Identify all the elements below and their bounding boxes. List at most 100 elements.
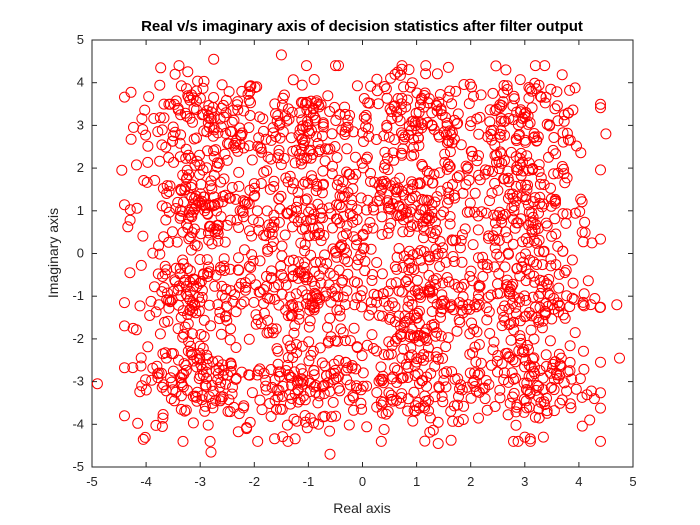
data-point (595, 98, 606, 110)
data-point (331, 251, 343, 263)
data-point (248, 190, 260, 202)
data-point (147, 362, 159, 374)
data-point (546, 313, 558, 325)
data-point (394, 115, 406, 127)
data-point (350, 363, 362, 375)
data-point (287, 352, 299, 363)
data-point (236, 366, 248, 378)
data-point (508, 200, 520, 212)
data-point (201, 373, 213, 384)
data-point (273, 216, 285, 228)
x-tick-label: 1 (413, 474, 420, 489)
data-point (414, 178, 426, 190)
data-point (263, 219, 275, 231)
data-point (167, 384, 179, 396)
data-point (262, 245, 274, 257)
data-point (348, 404, 359, 416)
data-point (533, 234, 545, 246)
data-point (349, 299, 361, 311)
data-point (245, 97, 256, 109)
data-point (356, 157, 368, 169)
data-point (344, 379, 356, 391)
data-point (371, 73, 383, 85)
data-point (136, 113, 148, 125)
data-point (600, 128, 612, 140)
data-point (330, 60, 341, 72)
data-point (162, 315, 174, 327)
data-point (317, 121, 329, 133)
data-point (396, 92, 408, 104)
data-point (169, 276, 181, 288)
data-point (291, 205, 302, 217)
data-point (270, 108, 281, 120)
data-point (412, 132, 424, 144)
data-point (413, 305, 425, 317)
data-point (483, 232, 494, 244)
data-point (376, 211, 388, 223)
data-point (261, 165, 273, 177)
x-tick-label: 4 (575, 474, 582, 489)
data-point (489, 177, 501, 189)
data-point (205, 113, 217, 125)
data-point (214, 313, 225, 325)
data-point (127, 362, 139, 374)
data-point (275, 190, 287, 202)
data-point (385, 203, 397, 215)
data-point (269, 394, 281, 406)
data-point (566, 373, 578, 385)
data-point (206, 183, 218, 195)
data-point (333, 199, 345, 211)
data-point (585, 299, 597, 311)
x-tick-label: 0 (359, 474, 366, 489)
data-point (445, 434, 457, 446)
data-point (540, 217, 552, 229)
data-point (468, 323, 480, 335)
data-point (261, 270, 272, 282)
data-point (140, 129, 152, 141)
data-point (150, 419, 162, 431)
data-point (246, 154, 258, 166)
data-point (257, 113, 269, 125)
data-point (308, 74, 320, 85)
data-point (381, 92, 393, 104)
data-point (494, 251, 506, 263)
data-point (385, 72, 397, 84)
data-point (299, 257, 311, 269)
data-point (584, 414, 596, 426)
data-point (455, 139, 467, 151)
data-point (339, 108, 351, 120)
data-point (446, 137, 458, 149)
data-point (244, 416, 256, 428)
data-point (334, 217, 346, 229)
data-point (425, 227, 437, 239)
data-point (481, 302, 493, 314)
data-point (436, 109, 448, 121)
data-point (374, 190, 386, 202)
data-point (322, 90, 334, 102)
data-point (544, 335, 556, 347)
data-point (249, 189, 261, 201)
data-point (427, 232, 439, 244)
data-point (496, 358, 508, 370)
data-point (327, 396, 339, 408)
data-point (403, 226, 415, 238)
data-point (181, 218, 192, 230)
data-point (225, 214, 237, 226)
data-point (469, 206, 481, 218)
data-point (368, 204, 380, 216)
data-point (301, 289, 312, 301)
data-point (179, 321, 191, 333)
data-point (398, 343, 410, 355)
data-point (286, 205, 297, 216)
data-point (474, 368, 486, 379)
data-point (189, 239, 201, 251)
data-point (462, 299, 474, 311)
data-point (284, 291, 296, 303)
data-point (438, 206, 450, 218)
data-point (234, 122, 246, 134)
y-tick-label: 2 (77, 160, 84, 175)
data-point (321, 257, 333, 269)
data-point (464, 270, 476, 282)
data-point (559, 267, 571, 279)
data-point (504, 397, 516, 409)
